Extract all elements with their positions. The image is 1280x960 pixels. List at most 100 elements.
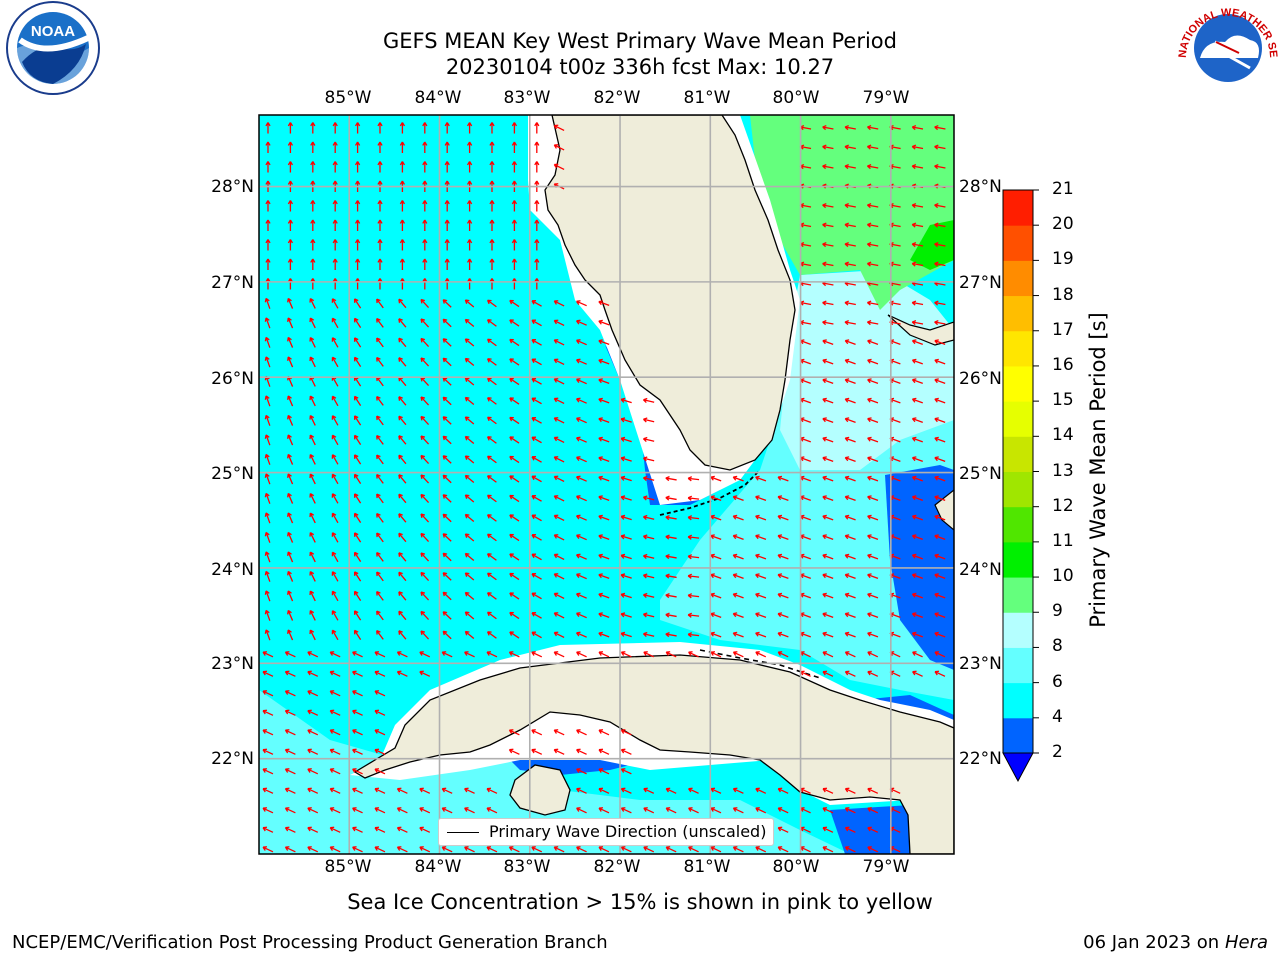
- wave-direction-arrow: [509, 436, 520, 444]
- wave-direction-arrow: [331, 610, 339, 621]
- legend-line-swatch: [447, 832, 479, 833]
- wave-direction-arrow: [376, 512, 384, 523]
- wave-direction-arrow: [486, 553, 497, 561]
- wave-direction-arrow: [911, 203, 924, 209]
- wave-direction-arrow: [911, 553, 923, 560]
- wave-direction-arrow: [911, 475, 923, 482]
- wave-direction-arrow: [353, 571, 362, 582]
- wave-direction-arrow: [399, 258, 406, 270]
- wave-direction-arrow: [307, 690, 319, 697]
- wave-direction-arrow: [444, 239, 450, 251]
- wave-direction-arrow: [822, 417, 834, 423]
- wave-direction-arrow: [755, 495, 767, 501]
- colorbar-tick-label: 4: [1052, 706, 1063, 727]
- wave-direction-arrow: [911, 144, 924, 150]
- wave-direction-arrow: [688, 807, 699, 814]
- wave-direction-arrow: [331, 415, 339, 426]
- wave-direction-arrow: [265, 161, 271, 173]
- wave-direction-arrow: [867, 358, 879, 365]
- lon-tick-bottom: 80°W: [772, 857, 820, 877]
- wave-direction-arrow: [422, 161, 428, 173]
- map-legend: Primary Wave Direction (unscaled): [438, 818, 774, 846]
- wave-direction-arrow: [441, 807, 453, 814]
- wave-direction-arrow: [866, 203, 879, 209]
- colorbar-tick-label: 8: [1052, 636, 1063, 657]
- wave-direction-arrow: [911, 242, 924, 248]
- wave-direction-arrow: [329, 787, 341, 794]
- wave-direction-arrow: [867, 475, 879, 482]
- wave-direction-arrow: [732, 651, 744, 658]
- wave-direction-arrow: [732, 807, 744, 814]
- wave-direction-arrow: [309, 395, 316, 407]
- wave-direction-arrow: [710, 534, 722, 540]
- wave-direction-arrow: [934, 651, 946, 658]
- wave-direction-arrow: [534, 219, 540, 231]
- wave-direction-arrow: [867, 651, 879, 658]
- wave-direction-arrow: [598, 495, 610, 501]
- wave-direction-arrow: [398, 630, 407, 640]
- wave-direction-arrow: [553, 339, 565, 346]
- wave-direction-arrow: [464, 338, 475, 347]
- wave-direction-arrow: [598, 514, 610, 521]
- wave-direction-arrow: [508, 729, 520, 736]
- wave-direction-arrow: [755, 534, 767, 540]
- wave-direction-arrow: [777, 631, 789, 638]
- wave-direction-arrow: [822, 261, 834, 267]
- wave-direction-arrow: [287, 414, 294, 426]
- wave-direction-arrow: [576, 436, 587, 443]
- wave-direction-arrow: [331, 298, 339, 309]
- lat-tick-left: 24°N: [211, 560, 254, 580]
- wave-direction-arrow: [486, 572, 497, 581]
- wave-direction-arrow: [687, 554, 700, 560]
- wave-direction-arrow: [687, 495, 700, 501]
- wave-direction-arrow: [822, 144, 834, 150]
- wave-direction-arrow: [352, 690, 363, 697]
- wave-direction-arrow: [329, 807, 341, 814]
- wave-direction-arrow: [687, 632, 700, 638]
- wave-direction-arrow: [422, 122, 428, 134]
- wave-direction-arrow: [665, 612, 677, 618]
- wave-direction-arrow: [598, 592, 610, 599]
- wave-direction-arrow: [442, 396, 452, 406]
- lat-tick-right: 28°N: [959, 177, 1002, 197]
- land-florida: [544, 115, 796, 471]
- lon-tick-bottom: 79°W: [862, 857, 910, 877]
- footer-date: 06 Jan 2023 on Hera: [1083, 932, 1268, 953]
- colorbar-tick-label: 20: [1052, 214, 1074, 235]
- wave-direction-arrow: [822, 436, 834, 443]
- wave-direction-arrow: [844, 144, 856, 150]
- wave-direction-arrow: [665, 573, 677, 579]
- colorbar-tick-label: 12: [1052, 495, 1074, 516]
- wave-direction-arrow: [866, 300, 879, 306]
- colorbar: [1002, 189, 1039, 783]
- wave-direction-arrow: [688, 651, 699, 658]
- wave-direction-arrow: [777, 534, 789, 540]
- wave-direction-arrow: [777, 612, 789, 618]
- wave-direction-arrow: [911, 495, 923, 501]
- wave-direction-arrow: [284, 729, 296, 736]
- wave-direction-arrow: [353, 629, 362, 640]
- figure-title-line1: GEFS MEAN Key West Primary Wave Mean Per…: [383, 29, 897, 53]
- wave-direction-arrow: [420, 337, 430, 347]
- wave-direction-arrow: [531, 651, 543, 658]
- wave-direction-arrow: [489, 219, 495, 231]
- wave-direction-arrow: [329, 729, 341, 736]
- wave-direction-arrow: [332, 200, 338, 212]
- wave-direction-arrow: [287, 531, 294, 543]
- wave-direction-arrow: [310, 200, 316, 212]
- wave-direction-arrow: [777, 514, 789, 521]
- wave-direction-arrow: [911, 456, 923, 462]
- colorbar-title: Primary Wave Mean Period [s]: [1086, 312, 1110, 628]
- wave-direction-arrow: [867, 612, 879, 618]
- wave-direction-arrow: [486, 338, 497, 347]
- wave-direction-arrow: [353, 434, 362, 445]
- sea-ice-caption: Sea Ice Concentration > 15% is shown in …: [347, 890, 933, 914]
- wave-direction-arrow: [307, 807, 319, 814]
- wave-direction-arrow: [911, 592, 923, 599]
- wave-direction-arrow: [374, 729, 386, 736]
- colorbar-segment: [1003, 577, 1033, 613]
- wave-direction-arrow: [441, 846, 453, 853]
- wave-direction-arrow: [732, 475, 744, 482]
- wave-direction-arrow: [466, 258, 473, 270]
- wave-direction-arrow: [354, 239, 361, 251]
